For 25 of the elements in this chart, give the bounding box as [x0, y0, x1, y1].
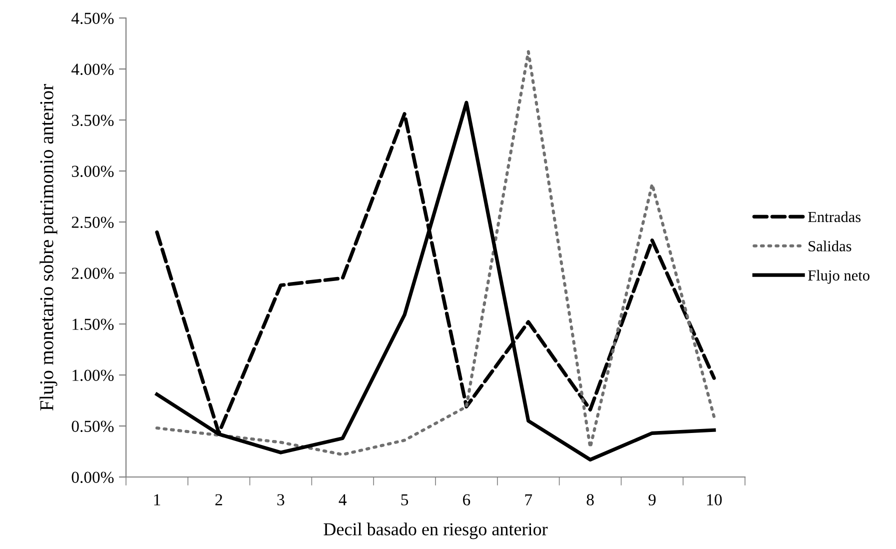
- x-tick-label: 4: [338, 494, 347, 506]
- legend-label: Salidas: [808, 240, 852, 252]
- x-tick-label: 9: [648, 494, 656, 506]
- x-tick-label: 6: [463, 494, 470, 506]
- y-tick-label: 3.00%: [72, 166, 114, 178]
- y-tick-label: 1.50%: [72, 318, 114, 330]
- legend-label: Entradas: [808, 211, 861, 222]
- y-axis-title: Flujo monetario sobre patrimonio anterior: [40, 84, 58, 411]
- y-tick-label: 2.50%: [72, 216, 114, 228]
- x-tick-label: 1: [154, 494, 160, 506]
- x-tick-label: 5: [401, 494, 408, 506]
- y-tick-label: 4.00%: [71, 64, 114, 76]
- legend-label: Flujo neto: [808, 270, 870, 284]
- y-tick-label: 2.00%: [72, 268, 114, 280]
- x-tick-label: 2: [215, 494, 222, 506]
- y-tick-label: 4.50%: [71, 12, 114, 24]
- x-tick-label: 7: [525, 494, 532, 506]
- x-tick-label: 10: [707, 494, 722, 506]
- y-tick-label: 3.50%: [72, 114, 114, 126]
- x-tick-label: 8: [586, 494, 594, 506]
- x-axis-title: Decil basado en riesgo anterior: [324, 522, 548, 540]
- y-tick-label: 0.50%: [72, 420, 114, 432]
- y-tick-label: 1.00%: [72, 370, 114, 382]
- x-tick-label: 3: [277, 494, 284, 506]
- y-tick-label: 0.00%: [72, 472, 114, 484]
